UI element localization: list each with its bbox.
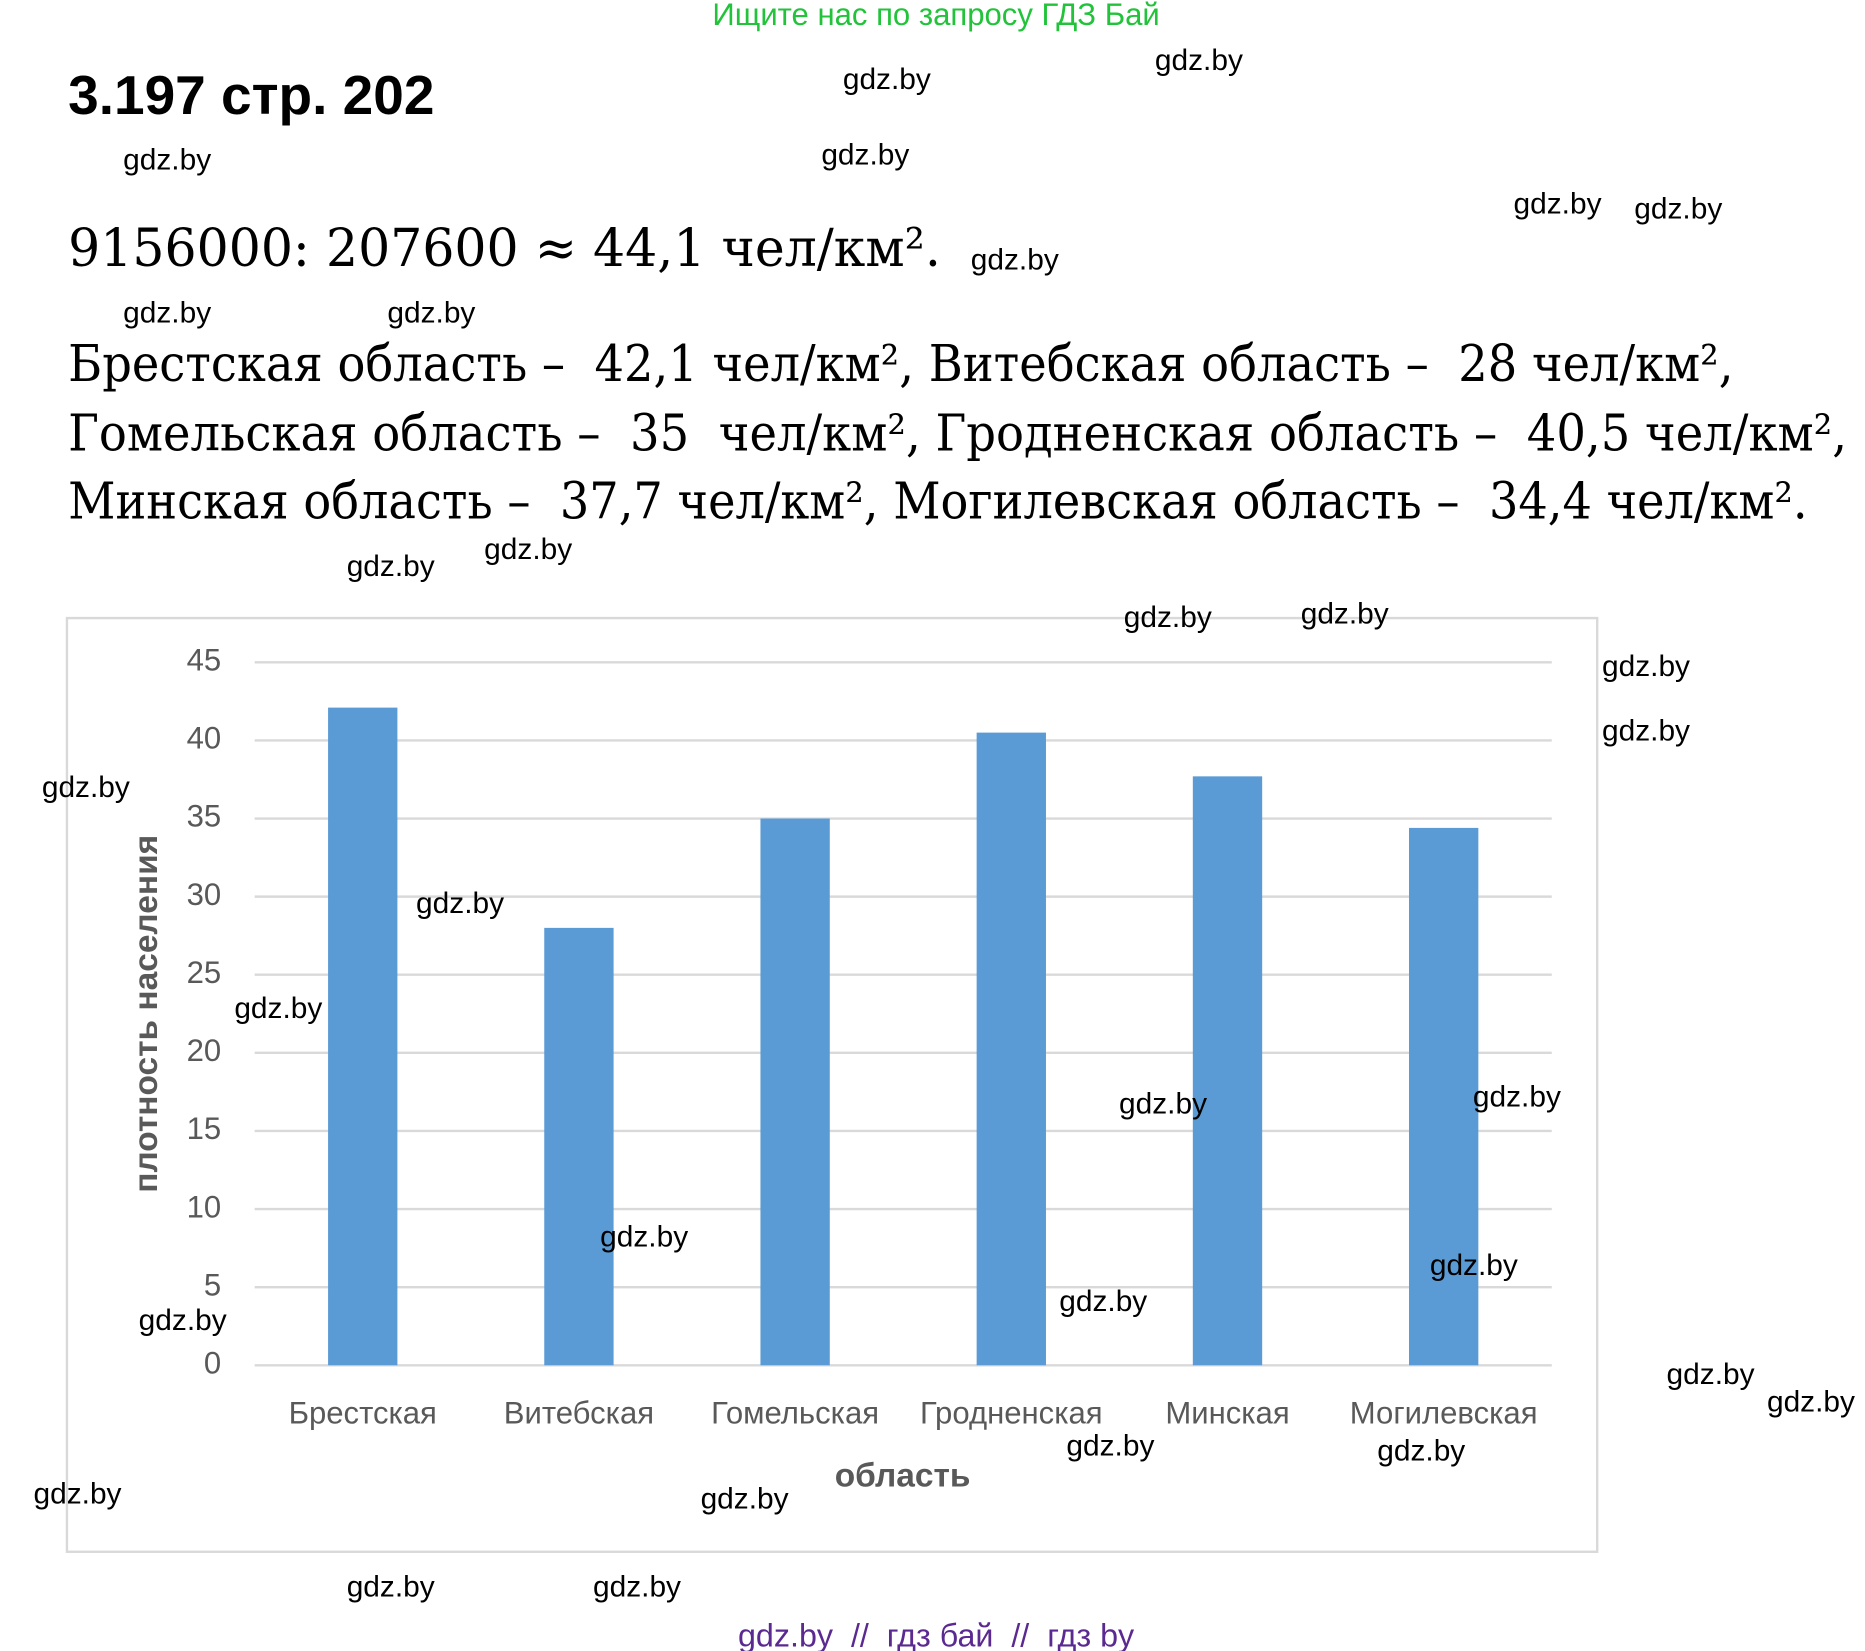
- chart: 0 5 10 15 20 25 30 35 40 45 Брестская Витебская Гоме…: [187, 643, 1552, 1431]
- y-tick-label: 15: [187, 1111, 222, 1146]
- watermark: gdz.by: [484, 533, 572, 566]
- bar: [328, 707, 398, 1366]
- y-axis-label: плотность населения: [128, 835, 165, 1193]
- watermark: gdz.by: [843, 63, 931, 96]
- watermark: gdz.by: [1473, 1081, 1561, 1114]
- x-axis-label: область: [835, 1457, 971, 1494]
- text-line: Гомельская область – 35 чел/км², Гроднен…: [68, 404, 1847, 463]
- watermark: gdz.by: [123, 296, 211, 329]
- x-tick-label: Минская: [1165, 1396, 1289, 1431]
- chart-frame: [65, 616, 1599, 1553]
- equation: 9156000: 207600 ≈ 44,1 чел/км².: [68, 218, 941, 279]
- watermark: gdz.by: [123, 143, 211, 176]
- watermark: gdz.by: [347, 1571, 435, 1604]
- watermark: gdz.by: [1667, 1358, 1755, 1391]
- y-tick-label: 5: [204, 1267, 221, 1302]
- watermark: gdz.by: [1514, 188, 1602, 221]
- footer: gdz.by // гдз бай // гдз by: [738, 1617, 1135, 1651]
- watermark: gdz.by: [1155, 44, 1243, 77]
- banner: Ищите нас по запросу ГДЗ Бай: [712, 0, 1159, 32]
- y-tick-label: 45: [187, 643, 222, 678]
- watermark: gdz.by: [1066, 1430, 1154, 1463]
- y-tick-label: 40: [187, 721, 222, 756]
- watermark: gdz.by: [593, 1571, 681, 1604]
- title: 3.197 стр. 202: [68, 64, 434, 126]
- watermark: gdz.by: [42, 771, 130, 804]
- bar: [1409, 827, 1479, 1366]
- watermark: gdz.by: [1059, 1285, 1147, 1318]
- watermark: gdz.by: [387, 296, 475, 329]
- watermark: gdz.by: [1301, 598, 1389, 631]
- bar: [1192, 776, 1263, 1366]
- watermark: gdz.by: [1767, 1385, 1855, 1418]
- watermark: gdz.by: [600, 1220, 688, 1253]
- x-tick-label: Витебская: [504, 1396, 654, 1431]
- watermark: gdz.by: [416, 887, 504, 920]
- text-line: Брестская область – 42,1 чел/км², Витебс…: [68, 334, 1733, 393]
- watermark: gdz.by: [139, 1304, 227, 1337]
- watermarks: gdz.by gdz.by gdz.by gdz.by gdz.by gdz.by gdz.…: [33, 44, 1855, 1604]
- y-tick-label: 35: [187, 799, 222, 834]
- y-tick-label: 0: [204, 1345, 221, 1380]
- y-tick-label: 25: [187, 955, 222, 990]
- y-tick-label: 10: [187, 1189, 222, 1224]
- bar: [544, 927, 614, 1366]
- watermark: gdz.by: [234, 992, 322, 1025]
- watermark: gdz.by: [347, 550, 435, 583]
- watermark: gdz.by: [1430, 1249, 1518, 1282]
- watermark: gdz.by: [1377, 1434, 1465, 1467]
- bar: [760, 818, 830, 1366]
- watermark: gdz.by: [1119, 1088, 1207, 1121]
- x-tick-label: Гомельская: [711, 1396, 879, 1431]
- watermark: gdz.by: [701, 1482, 789, 1515]
- watermark: gdz.by: [1634, 192, 1722, 225]
- x-tick-label: Брестская: [289, 1396, 437, 1431]
- watermark: gdz.by: [1124, 601, 1212, 634]
- watermark: gdz.by: [33, 1477, 121, 1510]
- watermark: gdz.by: [1602, 715, 1690, 748]
- bar: [976, 732, 1046, 1366]
- watermark: gdz.by: [971, 244, 1059, 277]
- x-tick-label: Гродненская: [920, 1396, 1103, 1431]
- y-tick-label: 20: [187, 1033, 222, 1068]
- watermark: gdz.by: [1602, 650, 1690, 683]
- text-line: Минская область – 37,7 чел/км², Могилевс…: [68, 472, 1807, 531]
- x-tick-label: Могилевская: [1350, 1396, 1538, 1431]
- y-tick-label: 30: [187, 877, 222, 912]
- watermark: gdz.by: [821, 139, 909, 172]
